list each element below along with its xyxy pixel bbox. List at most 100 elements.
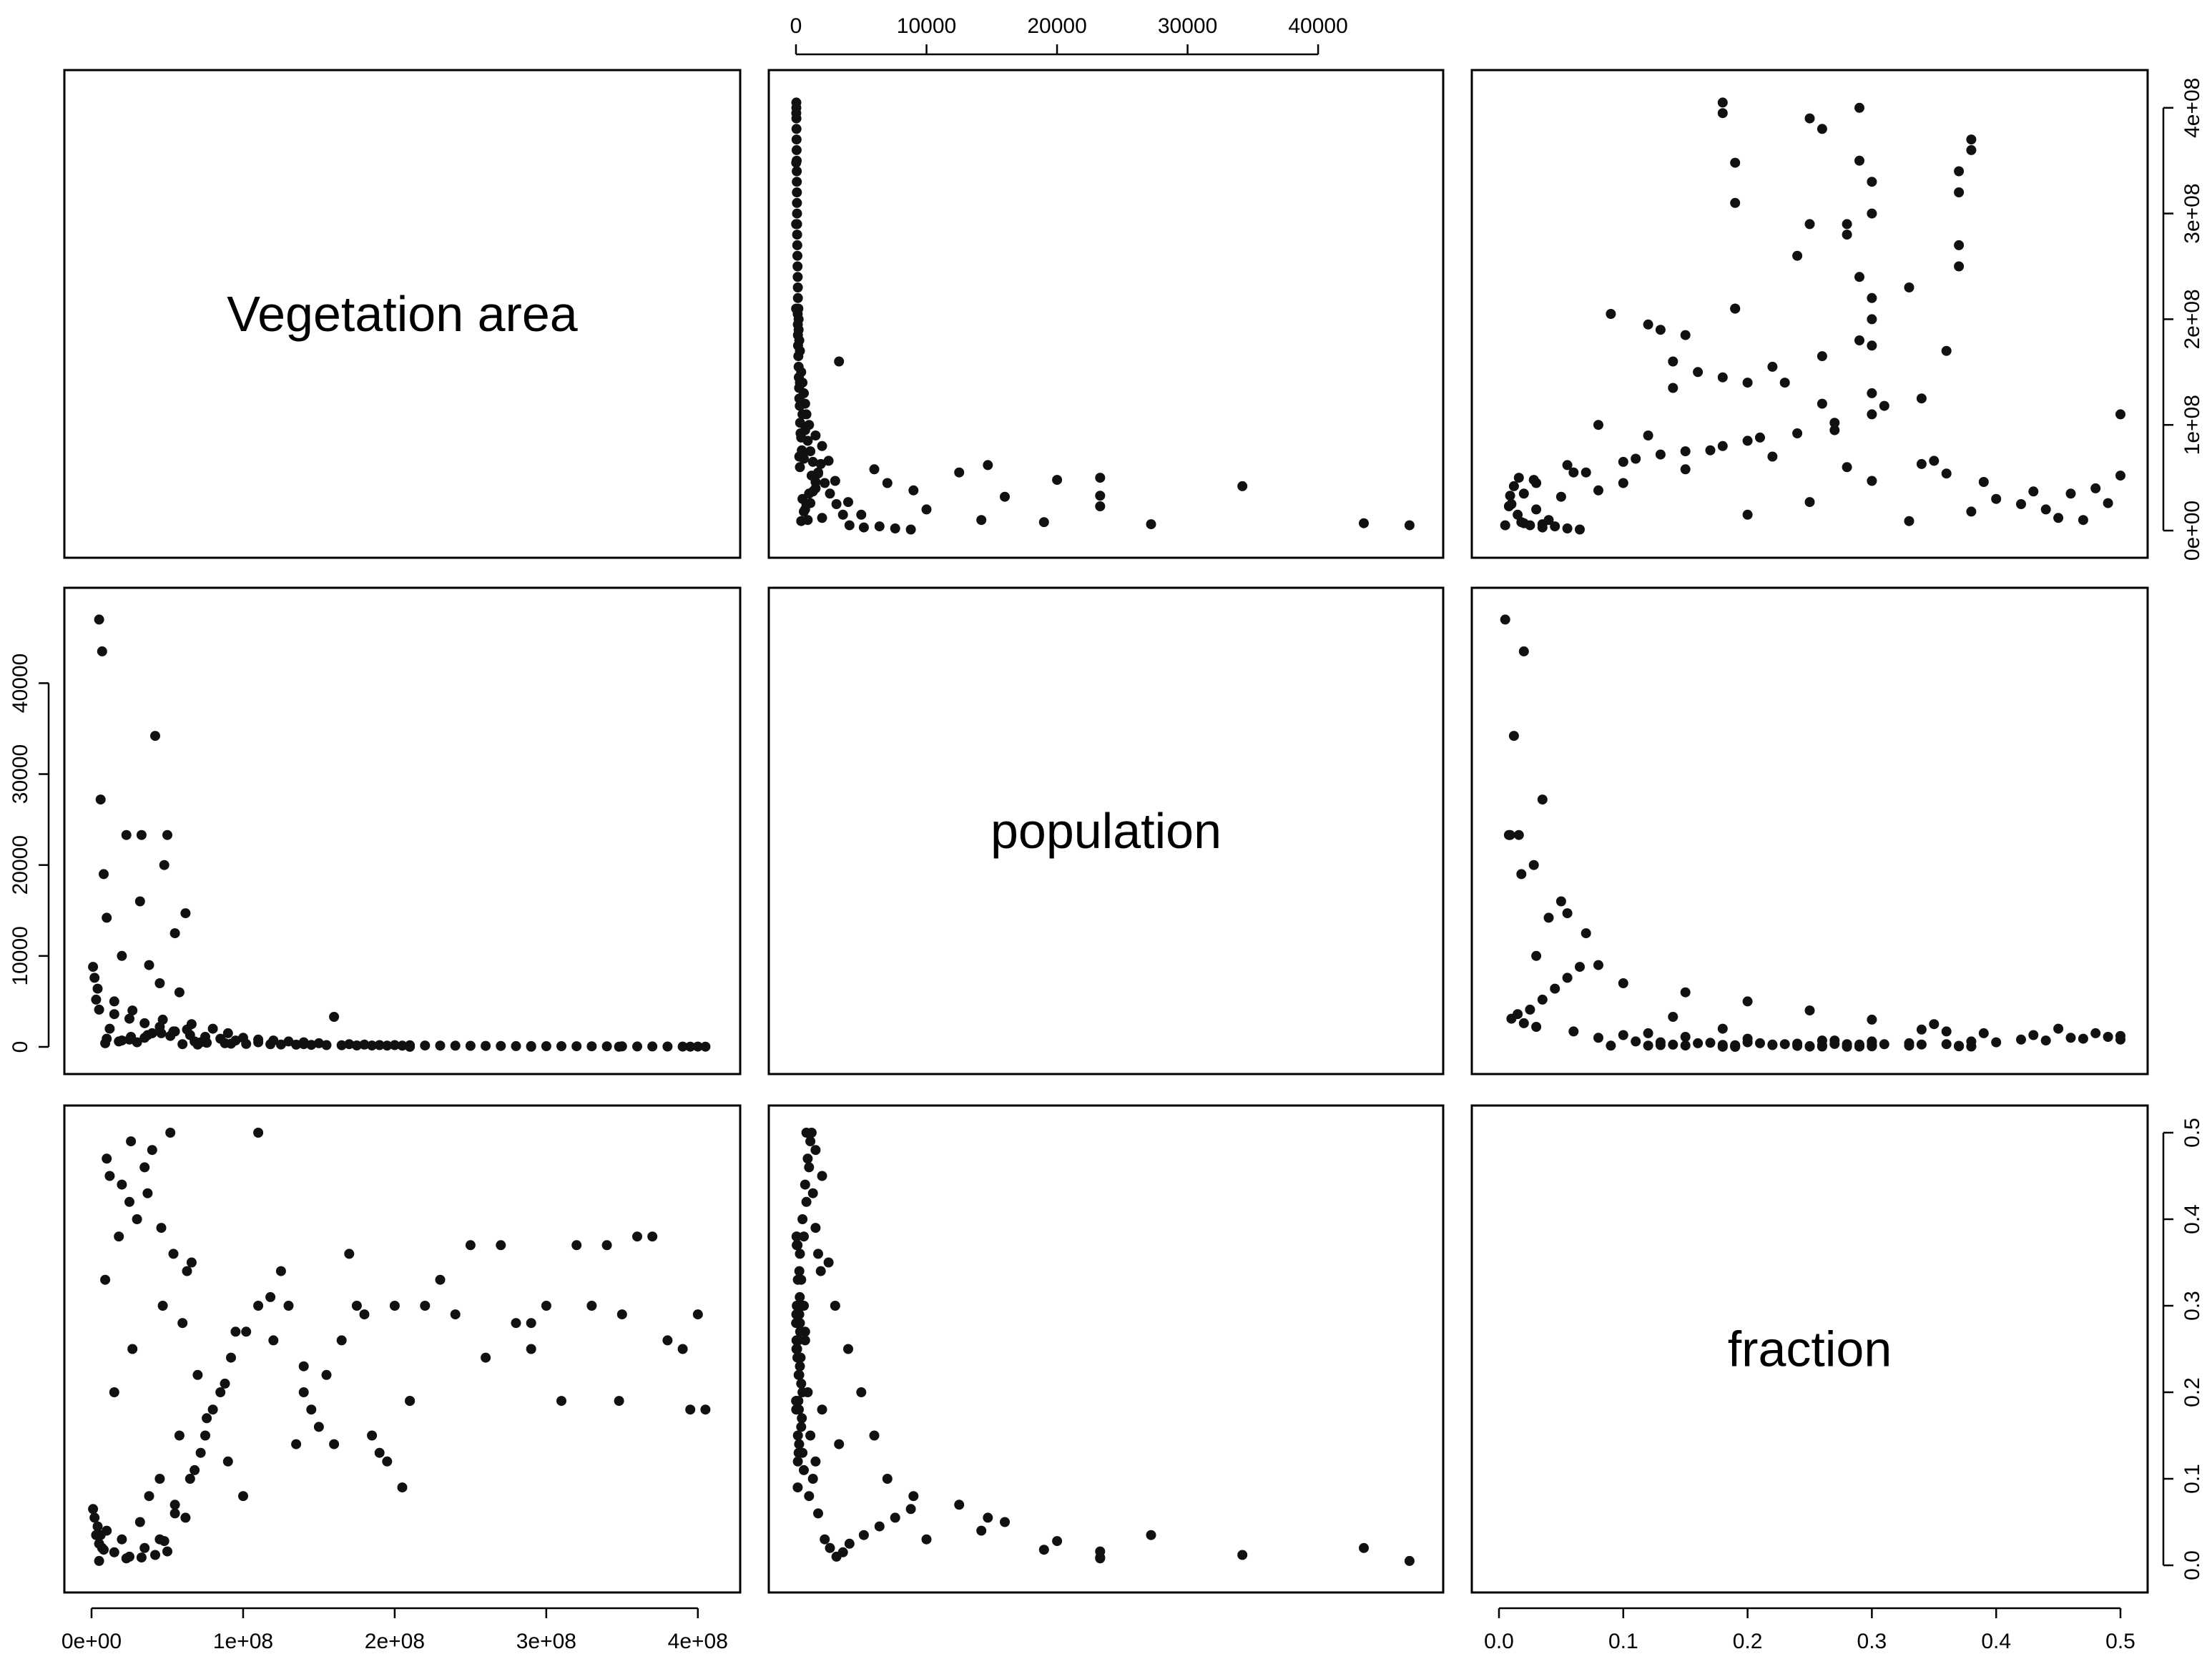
data-point-r1-c2-72 <box>1680 1032 1691 1042</box>
data-point-r1-c2-16 <box>1680 987 1691 998</box>
data-point-r2-c1-39 <box>795 1249 805 1259</box>
data-point-r0-c1-95 <box>793 351 804 362</box>
data-point-r1-c2-25 <box>2016 1034 2026 1045</box>
data-point-r0-c1-11 <box>983 460 993 471</box>
data-point-r1-c2-11 <box>1562 908 1573 919</box>
data-point-r0-c1-107 <box>815 458 826 469</box>
data-point-r0-c2-89 <box>1829 418 1840 428</box>
data-point-r0-c2-82 <box>1562 523 1573 533</box>
data-point-r0-c2-18 <box>1804 497 1815 508</box>
data-point-r1-c2-106 <box>1941 1026 1952 1037</box>
data-point-r2-c0-12 <box>169 1500 180 1510</box>
data-point-r1-c0-14 <box>144 960 154 970</box>
data-point-r1-c2-10 <box>1543 912 1554 923</box>
data-point-r2-c0-50 <box>511 1318 521 1329</box>
data-point-r0-c1-28 <box>795 462 805 473</box>
data-point-r2-c0-56 <box>601 1240 612 1251</box>
data-point-r0-c2-2 <box>1508 481 1519 491</box>
data-point-r0-c2-49 <box>1954 240 1965 250</box>
data-point-r0-c1-55 <box>792 177 802 187</box>
tick-label-population-4: 40000 <box>9 654 32 713</box>
data-point-r2-c1-37 <box>796 1422 807 1432</box>
data-point-r1-c0-67 <box>405 1041 416 1052</box>
data-point-r0-c1-38 <box>834 356 845 367</box>
panel-frame-r0-c0 <box>63 69 742 559</box>
data-point-r2-c0-44 <box>420 1301 431 1311</box>
data-point-r0-c2-37 <box>1693 367 1704 378</box>
data-point-r2-c0-37 <box>313 1422 324 1432</box>
data-point-r1-c0-37 <box>313 1038 324 1048</box>
tick-label-vegetation-area-1: 1e+08 <box>213 1630 273 1653</box>
data-point-r2-c1-62 <box>791 1309 802 1320</box>
data-point-r2-c0-17 <box>109 1387 119 1397</box>
diagonal-label-population: population <box>991 803 1221 859</box>
data-point-r2-c1-73 <box>807 1474 818 1484</box>
data-point-r1-c0-38 <box>329 1012 340 1022</box>
data-point-r2-c1-89 <box>795 1326 805 1337</box>
tick-label-fraction-3: 0.3 <box>2181 1291 2204 1321</box>
data-point-r0-c1-2 <box>1237 481 1248 491</box>
data-point-r0-c2-85 <box>1655 449 1666 460</box>
data-point-r1-c0-44 <box>420 1040 431 1051</box>
data-point-r0-c2-60 <box>1817 124 1827 134</box>
data-point-r2-c0-46 <box>450 1309 461 1320</box>
data-point-r2-c1-91 <box>794 1266 805 1276</box>
data-point-r0-c1-52 <box>792 208 802 219</box>
data-point-r1-c0-83 <box>88 962 99 973</box>
data-point-r0-c1-13 <box>921 504 932 515</box>
data-point-r0-c1-102 <box>802 515 813 526</box>
data-point-r1-c0-5 <box>136 829 147 840</box>
tick-label-population-1: 10000 <box>897 14 956 38</box>
data-point-r0-c1-53 <box>792 197 802 208</box>
data-point-r1-c0-105 <box>156 1028 167 1038</box>
tick-label-vegetation-area-0: 0e+00 <box>2181 501 2204 561</box>
tick-label-vegetation-area-3: 3e+08 <box>516 1630 576 1653</box>
data-point-r0-c2-39 <box>1941 345 1952 356</box>
data-point-r2-c1-15 <box>882 1474 893 1484</box>
data-point-r2-c1-45 <box>792 1274 803 1285</box>
data-point-r2-c0-106 <box>168 1249 179 1259</box>
data-point-r2-c0-53 <box>556 1396 566 1407</box>
data-point-r0-c2-63 <box>1717 97 1728 108</box>
data-point-r0-c2-105 <box>1978 477 1989 487</box>
data-point-r0-c2-97 <box>1680 330 1691 340</box>
data-point-r0-c1-30 <box>817 440 827 451</box>
tick-label-fraction-3: 0.3 <box>1857 1630 1887 1653</box>
data-point-r0-c2-84 <box>1631 453 1641 464</box>
data-point-r1-c2-99 <box>1606 1040 1616 1051</box>
data-point-r1-c2-73 <box>1618 1030 1628 1040</box>
data-point-r1-c2-37 <box>1693 1038 1704 1048</box>
data-point-r0-c1-59 <box>791 134 802 145</box>
data-point-r0-c1-4 <box>1095 501 1106 511</box>
data-point-r1-c2-76 <box>1518 1018 1529 1028</box>
data-point-r2-c0-23 <box>165 1128 176 1138</box>
data-point-r2-c0-61 <box>677 1344 688 1354</box>
data-point-r0-c2-94 <box>1767 361 1778 372</box>
data-point-r2-c0-28 <box>177 1318 188 1329</box>
data-point-r1-c0-39 <box>344 1039 355 1050</box>
data-point-r2-c0-31 <box>222 1456 233 1467</box>
data-point-r1-c0-41 <box>374 1040 385 1050</box>
data-point-r0-c1-105 <box>810 477 821 487</box>
data-point-r0-c2-59 <box>1966 134 1977 145</box>
data-point-r0-c1-65 <box>791 157 802 168</box>
data-point-r2-c1-22 <box>810 1145 821 1156</box>
data-point-r0-c2-51 <box>1804 219 1815 230</box>
data-point-r1-c0-47 <box>465 1040 476 1051</box>
panel-frame-r0-c1 <box>767 69 1445 559</box>
data-point-r0-c2-27 <box>1904 516 1914 526</box>
data-point-r2-c1-84 <box>799 1464 809 1475</box>
data-point-r0-c2-17 <box>1742 509 1753 520</box>
data-point-r2-c1-80 <box>858 1530 869 1540</box>
data-point-r1-c0-68 <box>298 1039 309 1050</box>
data-point-r0-c1-46 <box>792 272 803 282</box>
data-point-r2-c0-99 <box>397 1482 408 1493</box>
data-point-r2-c0-14 <box>144 1491 154 1502</box>
panel-frame-r1-c1 <box>767 586 1445 1075</box>
data-point-r0-c2-95 <box>1817 351 1827 362</box>
data-point-r2-c0-21 <box>104 1171 115 1181</box>
data-point-r0-c1-94 <box>793 361 804 372</box>
data-point-r0-c2-5 <box>1505 491 1515 501</box>
data-point-r2-c0-88 <box>226 1352 236 1363</box>
tick-label-vegetation-area-4: 4e+08 <box>2181 78 2204 138</box>
